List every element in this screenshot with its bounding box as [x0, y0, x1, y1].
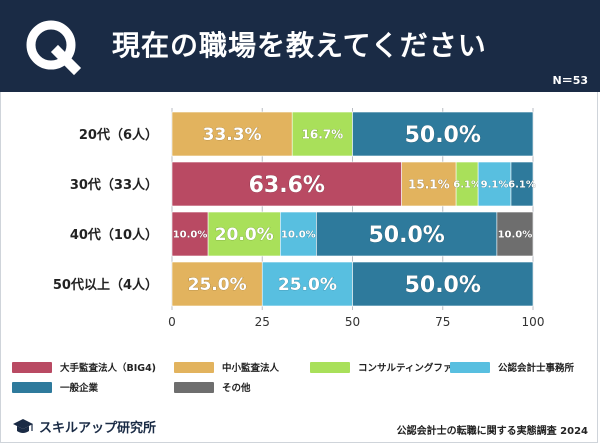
bar-segment [171, 261, 263, 307]
legend-item: 中小監査法人 [174, 360, 279, 374]
bar-segment [171, 161, 402, 207]
sample-size-label: N＝53 [552, 74, 588, 87]
bar-segment [316, 211, 498, 257]
brand-logo: スキルアップ研究所 [12, 417, 156, 436]
data-label: 10.0% [281, 230, 316, 241]
data-label: 20.0% [215, 225, 274, 245]
data-label: 6.1% [453, 180, 481, 191]
legend-label: 中小監査法人 [222, 363, 280, 374]
legend-item: 一般企業 [12, 380, 98, 394]
data-label: 50.0% [405, 273, 481, 298]
legend-swatch [450, 361, 490, 373]
category-label: 20代（6人） [79, 127, 158, 143]
x-tick-label: 75 [435, 315, 450, 329]
legend-label: 公認会計士事務所 [498, 363, 575, 374]
x-tick-label: 25 [255, 315, 270, 329]
bar-segment [477, 161, 512, 207]
q-icon [26, 20, 82, 76]
header-banner: 現在の職場を教えてください N＝53 [0, 0, 600, 92]
data-label: 33.3% [203, 125, 262, 145]
data-label: 10.0% [498, 230, 533, 241]
legend-item: コンサルティングファーム [310, 360, 471, 374]
legend-swatch [174, 361, 214, 373]
data-label: 15.1% [408, 177, 450, 191]
legend-item: その他 [174, 380, 251, 394]
survey-title: 公認会計士の転職に関する実態調査 2024 [396, 426, 588, 437]
legend-swatch [310, 361, 350, 373]
graduation-cap-icon [13, 418, 33, 433]
data-label: 25.0% [188, 275, 247, 295]
data-label: 50.0% [405, 123, 481, 148]
bar-segment [352, 111, 534, 157]
category-label: 40代（10人） [70, 227, 158, 243]
bar-segment [496, 211, 534, 257]
bar-segment [207, 211, 281, 257]
legend-label: 一般企業 [60, 383, 99, 394]
brand-name: スキルアップ研究所 [39, 421, 157, 436]
legend-item: 大手監査法人（BIG4) [12, 360, 156, 374]
legend-label: コンサルティングファーム [358, 363, 472, 374]
bar-segment [291, 111, 353, 157]
x-tick-label: 50 [345, 315, 360, 329]
bar-segment [171, 211, 209, 257]
data-label: 25.0% [278, 275, 337, 295]
category-label: 50代以上（4人） [53, 277, 158, 293]
legend-label: その他 [222, 383, 251, 394]
data-label: 50.0% [368, 223, 444, 248]
x-tick-label: 100 [522, 315, 545, 329]
stacked-bar-chart: 0 25 50 75 100 20代（6人） 33.3% 16.7% 50.0% 30代（33人）… [53, 108, 545, 329]
bar-segment [171, 111, 293, 157]
data-label: 63.6% [249, 173, 325, 198]
data-label: 6.1% [508, 180, 536, 191]
page-title: 現在の職場を教えてください [112, 29, 487, 62]
data-label: 16.7% [302, 127, 344, 141]
legend-label: 大手監査法人（BIG4) [60, 363, 157, 374]
legend-item: 公認会計士事務所 [450, 360, 574, 374]
legend-swatch [174, 381, 214, 393]
bar-segment [279, 211, 317, 257]
bar-segment [352, 261, 534, 307]
x-tick-label: 0 [168, 315, 176, 329]
legend-swatch [12, 381, 52, 393]
data-label: 9.1% [481, 180, 509, 191]
category-label: 30代（33人） [70, 177, 158, 193]
legend-swatch [12, 361, 52, 373]
bar-segment [401, 161, 457, 207]
bar-segment [510, 161, 534, 207]
data-label: 10.0% [173, 230, 208, 241]
